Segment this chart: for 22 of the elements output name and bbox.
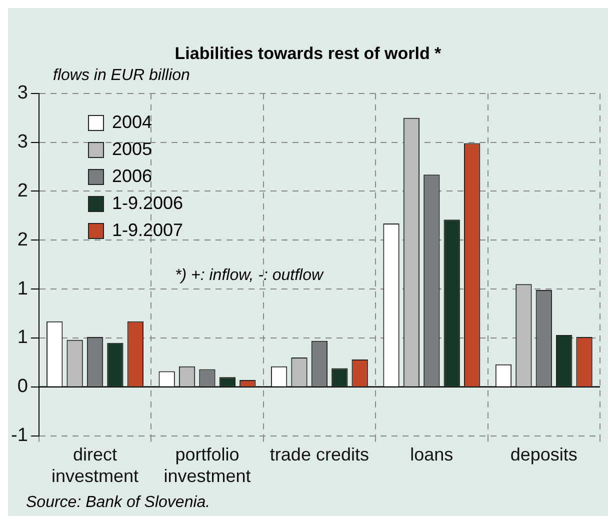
legend-label: 2006 (112, 166, 152, 187)
y-tick-label: 3 (17, 132, 28, 153)
y-tick-label: 0 (17, 376, 28, 398)
y-tick-label: 2 (17, 180, 28, 202)
y-axis-title: flows in EUR billion (53, 67, 191, 85)
source-note: Source: Bank of Slovenia. (26, 494, 210, 512)
legend-label: 1-9.2006 (112, 193, 184, 214)
x-tick-label: loans (410, 444, 454, 465)
y-tick-label: 3 (17, 82, 28, 104)
legend-label: 2005 (112, 139, 152, 160)
y-tick-label: 2 (17, 229, 28, 250)
legend-label: 2004 (112, 112, 152, 133)
x-tick-label: portfolio investment (164, 444, 251, 486)
y-tick-label: -1 (10, 425, 28, 446)
legend-label: 1-9.2007 (112, 220, 184, 241)
x-tick-label: trade credits (270, 444, 369, 465)
y-tick-label: 1 (17, 278, 28, 300)
y-tick-label: 1 (17, 327, 28, 348)
annotation: *) +: inflow, -: outflow (175, 267, 324, 285)
chart-title: Liabilities towards rest of world * (174, 43, 442, 64)
x-tick-label: direct investment (51, 444, 139, 486)
x-tick-label: deposits (510, 444, 578, 465)
